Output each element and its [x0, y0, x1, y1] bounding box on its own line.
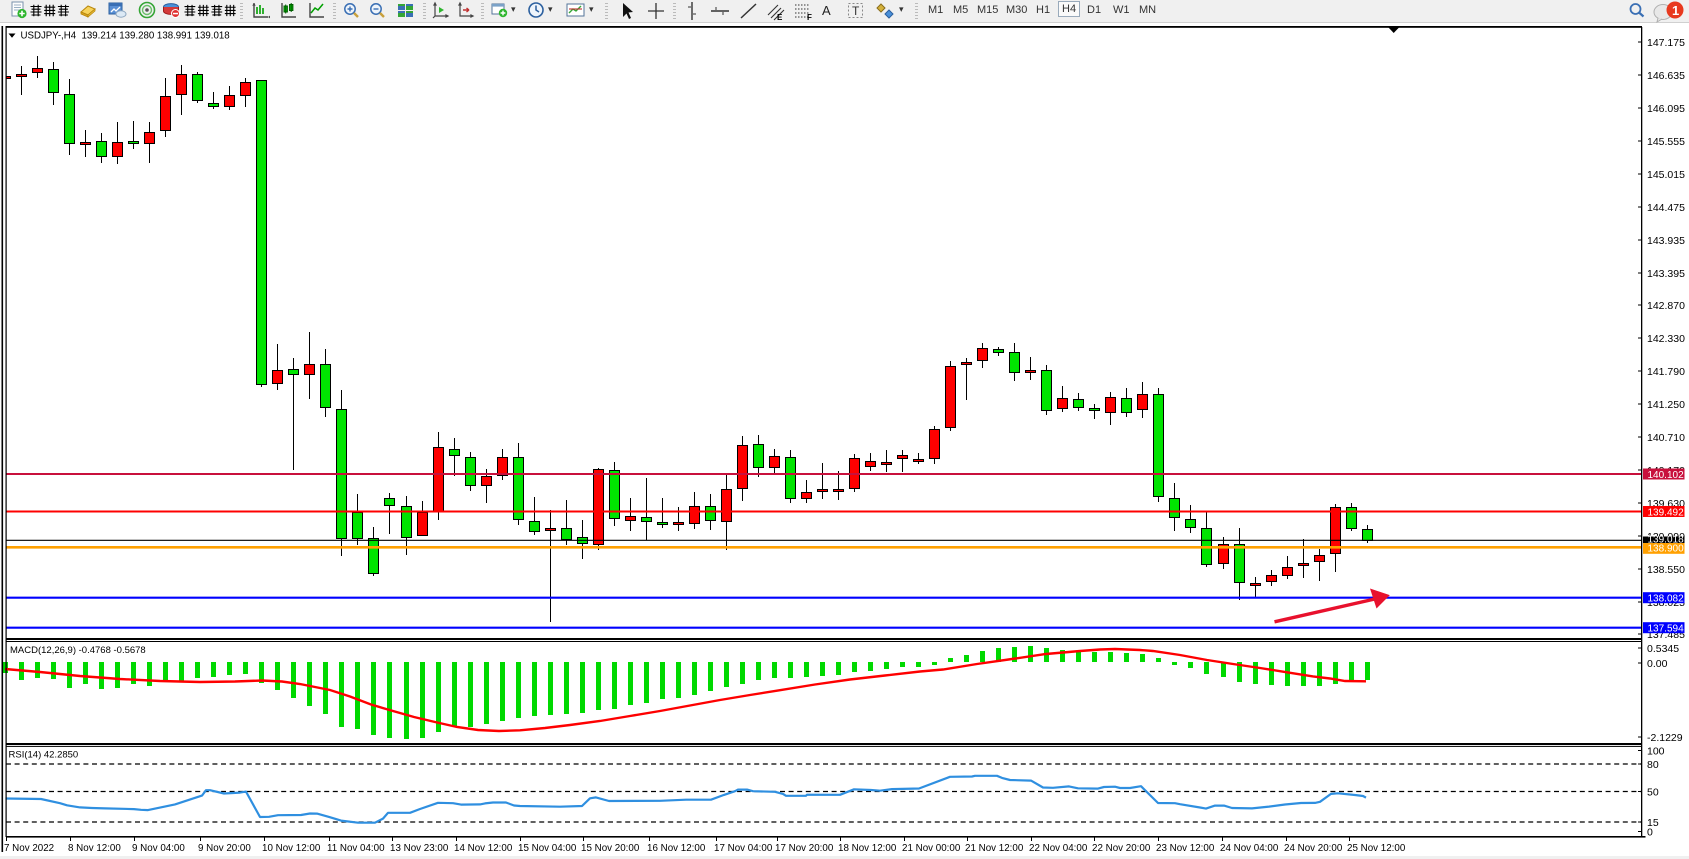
- svg-text:11 Nov 04:00: 11 Nov 04:00: [327, 843, 385, 854]
- svg-text:-2.1229: -2.1229: [1647, 732, 1683, 744]
- svg-text:50: 50: [1647, 787, 1659, 799]
- svg-text:147.175: 147.175: [1647, 37, 1685, 49]
- svg-text:10 Nov 12:00: 10 Nov 12:00: [262, 843, 321, 854]
- svg-text:138.900: 138.900: [1648, 544, 1685, 555]
- svg-text:146.095: 146.095: [1647, 103, 1685, 115]
- svg-text:22 Nov 04:00: 22 Nov 04:00: [1029, 843, 1088, 854]
- svg-text:137.594: 137.594: [1648, 624, 1685, 635]
- svg-text:15 Nov 20:00: 15 Nov 20:00: [581, 843, 640, 854]
- svg-text:15: 15: [1647, 817, 1659, 829]
- svg-text:140.710: 140.710: [1647, 432, 1685, 444]
- svg-text:25 Nov 12:00: 25 Nov 12:00: [1347, 843, 1406, 854]
- svg-text:T: T: [852, 4, 860, 18]
- svg-text:138.550: 138.550: [1647, 564, 1685, 576]
- svg-text:21 Nov 00:00: 21 Nov 00:00: [902, 843, 961, 854]
- svg-text:22 Nov 20:00: 22 Nov 20:00: [1092, 843, 1151, 854]
- svg-text:139.018: 139.018: [1648, 535, 1685, 546]
- svg-text:145.015: 145.015: [1647, 169, 1685, 181]
- svg-text:24 Nov 20:00: 24 Nov 20:00: [1284, 843, 1343, 854]
- svg-text:17 Nov 20:00: 17 Nov 20:00: [775, 843, 834, 854]
- svg-text:146.635: 146.635: [1647, 70, 1685, 82]
- svg-text:145.555: 145.555: [1647, 136, 1685, 148]
- svg-text:7 Nov 2022: 7 Nov 2022: [4, 843, 54, 854]
- svg-text:15 Nov 04:00: 15 Nov 04:00: [518, 843, 577, 854]
- svg-text:142.870: 142.870: [1647, 300, 1685, 312]
- svg-text:8 Nov 12:00: 8 Nov 12:00: [68, 843, 121, 854]
- svg-text:1: 1: [1672, 3, 1679, 18]
- svg-text:139.492: 139.492: [1648, 508, 1685, 519]
- svg-text:E: E: [777, 13, 783, 21]
- svg-text:143.395: 143.395: [1647, 268, 1685, 280]
- svg-text:17 Nov 04:00: 17 Nov 04:00: [714, 843, 773, 854]
- svg-text:138.082: 138.082: [1648, 594, 1685, 605]
- svg-text:0: 0: [1647, 827, 1653, 839]
- svg-text:9 Nov 20:00: 9 Nov 20:00: [198, 843, 251, 854]
- svg-text:0.5345: 0.5345: [1647, 643, 1679, 655]
- svg-text:F: F: [807, 13, 812, 21]
- svg-text:24 Nov 04:00: 24 Nov 04:00: [1220, 843, 1279, 854]
- svg-text:142.330: 142.330: [1647, 333, 1685, 345]
- svg-text:141.250: 141.250: [1647, 399, 1685, 411]
- svg-text:141.790: 141.790: [1647, 366, 1685, 378]
- svg-text:143.935: 143.935: [1647, 235, 1685, 247]
- svg-text:23 Nov 12:00: 23 Nov 12:00: [1156, 843, 1215, 854]
- svg-text:80: 80: [1647, 759, 1659, 771]
- svg-text:18 Nov 12:00: 18 Nov 12:00: [838, 843, 897, 854]
- svg-text:21 Nov 12:00: 21 Nov 12:00: [965, 843, 1024, 854]
- svg-text:100: 100: [1647, 746, 1665, 758]
- svg-text:MACD(12,26,9) -0.4768 -0.5678: MACD(12,26,9) -0.4768 -0.5678: [10, 645, 146, 656]
- svg-text:USDJPY-,H4 139.214 139.280 13: USDJPY-,H4 139.214 139.280 138.991 139.0…: [21, 31, 230, 42]
- svg-text:RSI(14) 42.2850: RSI(14) 42.2850: [9, 750, 79, 761]
- svg-text:0.00: 0.00: [1647, 658, 1668, 670]
- svg-text:144.475: 144.475: [1647, 202, 1685, 214]
- svg-text:16 Nov 12:00: 16 Nov 12:00: [647, 843, 706, 854]
- svg-text:140.102: 140.102: [1648, 470, 1685, 481]
- svg-text:9 Nov 04:00: 9 Nov 04:00: [132, 843, 185, 854]
- svg-text:14 Nov 12:00: 14 Nov 12:00: [454, 843, 513, 854]
- svg-text:13 Nov 23:00: 13 Nov 23:00: [390, 843, 449, 854]
